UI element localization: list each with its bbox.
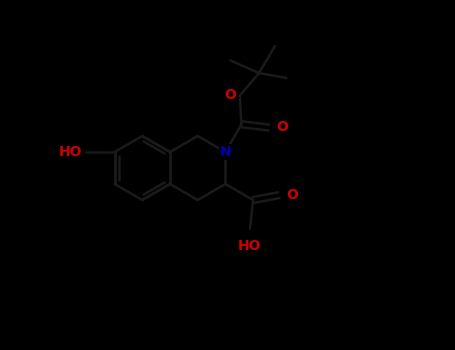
Text: HO: HO — [58, 145, 82, 159]
Text: N: N — [220, 145, 231, 159]
Text: O: O — [224, 89, 236, 103]
Text: HO: HO — [238, 239, 262, 253]
Text: O: O — [287, 188, 298, 202]
Text: O: O — [277, 120, 288, 134]
